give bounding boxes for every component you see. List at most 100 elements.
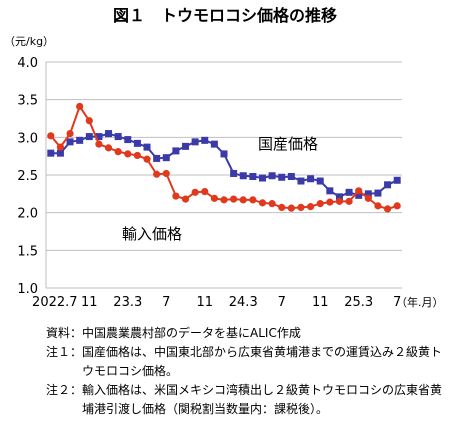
footnote-1: 注１： 国産価格は、中国東北部から広東省黄埔港までの運賃込み２級黄トウモロコシ価… bbox=[46, 343, 446, 381]
data-point bbox=[153, 170, 161, 178]
data-point bbox=[133, 151, 142, 160]
data-point bbox=[220, 150, 228, 158]
x-tick-label: 7 bbox=[393, 295, 401, 310]
data-point bbox=[316, 177, 324, 185]
x-tick-label: 11 bbox=[81, 295, 98, 310]
y-tick-label: 2.5 bbox=[17, 169, 38, 184]
data-point bbox=[191, 188, 199, 196]
data-point bbox=[201, 187, 209, 196]
data-point bbox=[114, 148, 122, 156]
chart-notes: 資料： 中国農業農村部のデータを基にALIC作成 注１： 国産価格は、中国東北部… bbox=[46, 324, 446, 419]
chart-title: 図１ トウモロコシ価格の推移 bbox=[112, 6, 337, 25]
data-point bbox=[268, 172, 276, 180]
data-point bbox=[393, 202, 401, 210]
data-point bbox=[56, 143, 65, 151]
series-line bbox=[50, 132, 398, 198]
note-label: 注２： bbox=[46, 383, 83, 397]
data-point bbox=[239, 172, 247, 180]
data-point bbox=[287, 173, 295, 181]
data-point bbox=[355, 191, 363, 199]
source-note: 資料： 中国農業農村部のデータを基にALIC作成 bbox=[46, 324, 446, 343]
note-text: 国産価格は、中国東北部から広東省黄埔港までの運賃込み２級黄トウモロコシ価格。 bbox=[82, 345, 443, 378]
data-point bbox=[191, 138, 199, 146]
data-point bbox=[345, 188, 353, 196]
data-point bbox=[143, 155, 151, 163]
y-tick-label: 4.0 bbox=[17, 56, 38, 71]
data-point bbox=[268, 200, 276, 208]
data-point bbox=[104, 144, 113, 152]
data-point bbox=[172, 192, 180, 200]
y-tick-label: 1.5 bbox=[17, 244, 38, 259]
x-tick-label: 24.3 bbox=[229, 295, 258, 310]
x-tick-label: 7 bbox=[278, 295, 286, 310]
data-point bbox=[95, 140, 103, 148]
data-point bbox=[143, 143, 151, 151]
y-tick-label: 1.0 bbox=[17, 282, 38, 297]
note-text: 輸入価格は、米国メキシコ湾積出し２級黄トウモロコシの広東省黄埔港引渡し価格（関税… bbox=[82, 383, 443, 416]
x-tick-label: 11 bbox=[196, 295, 213, 310]
data-point bbox=[249, 196, 257, 204]
data-point bbox=[383, 205, 392, 213]
x-tick-label: 2022.7 bbox=[32, 295, 78, 310]
data-point bbox=[172, 147, 180, 155]
data-point bbox=[85, 133, 93, 141]
data-point bbox=[335, 197, 344, 205]
data-point bbox=[182, 142, 190, 150]
data-point bbox=[258, 199, 267, 207]
data-point bbox=[374, 202, 382, 210]
data-point bbox=[47, 149, 55, 157]
data-point bbox=[307, 175, 315, 183]
data-point bbox=[364, 194, 372, 202]
data-point bbox=[297, 177, 305, 185]
data-point bbox=[306, 203, 315, 211]
data-point bbox=[162, 169, 170, 178]
data-point bbox=[47, 132, 55, 140]
y-tick-label: 2.0 bbox=[17, 207, 38, 222]
data-point bbox=[335, 193, 343, 201]
data-point bbox=[210, 140, 218, 148]
data-point bbox=[153, 154, 161, 162]
data-point bbox=[374, 189, 382, 197]
data-point bbox=[66, 138, 74, 146]
x-tick-label: 25.3 bbox=[344, 295, 373, 310]
x-tick-label: 7 bbox=[162, 295, 170, 310]
data-point bbox=[364, 190, 372, 198]
note-text: 中国農業農村部のデータを基にALIC作成 bbox=[82, 326, 301, 340]
footnote-2: 注２： 輸入価格は、米国メキシコ湾積出し２級黄トウモロコシの広東省黄埔港引渡し価… bbox=[46, 381, 446, 419]
y-tick-label: 3.0 bbox=[17, 131, 38, 146]
data-point bbox=[76, 102, 84, 111]
data-point bbox=[384, 181, 392, 189]
x-tick-label: 23.3 bbox=[113, 295, 142, 310]
x-unit-label: （年.月） bbox=[396, 295, 444, 309]
data-point bbox=[326, 187, 334, 195]
data-point bbox=[181, 195, 190, 203]
data-point bbox=[239, 196, 247, 204]
data-point bbox=[326, 198, 334, 206]
data-point bbox=[316, 200, 324, 208]
data-point bbox=[278, 203, 286, 211]
data-point bbox=[393, 176, 401, 184]
data-point bbox=[124, 136, 132, 144]
data-point bbox=[249, 173, 257, 181]
line-chart: 4.03.53.02.52.01.51.0（元/kg）（年.月）2022.7 11… bbox=[4, 35, 444, 310]
data-point bbox=[201, 136, 209, 144]
data-point bbox=[133, 139, 141, 147]
data-point bbox=[85, 117, 93, 125]
note-label: 資料： bbox=[46, 326, 83, 340]
y-unit-label: （元/kg） bbox=[4, 35, 54, 48]
x-tick-label: 11 bbox=[312, 295, 329, 310]
data-point bbox=[66, 129, 74, 138]
data-point bbox=[278, 173, 286, 181]
data-point bbox=[287, 204, 295, 212]
data-point bbox=[258, 174, 266, 182]
y-tick-label: 3.5 bbox=[17, 94, 38, 109]
series-annotation: 輸入価格 bbox=[122, 225, 182, 243]
note-label: 注１： bbox=[46, 345, 83, 359]
data-point bbox=[345, 197, 353, 205]
data-point bbox=[114, 133, 122, 141]
data-point bbox=[210, 194, 218, 202]
data-point bbox=[56, 149, 64, 157]
series-annotation: 国産価格 bbox=[258, 135, 318, 153]
data-point bbox=[220, 196, 228, 204]
data-point bbox=[230, 195, 238, 203]
